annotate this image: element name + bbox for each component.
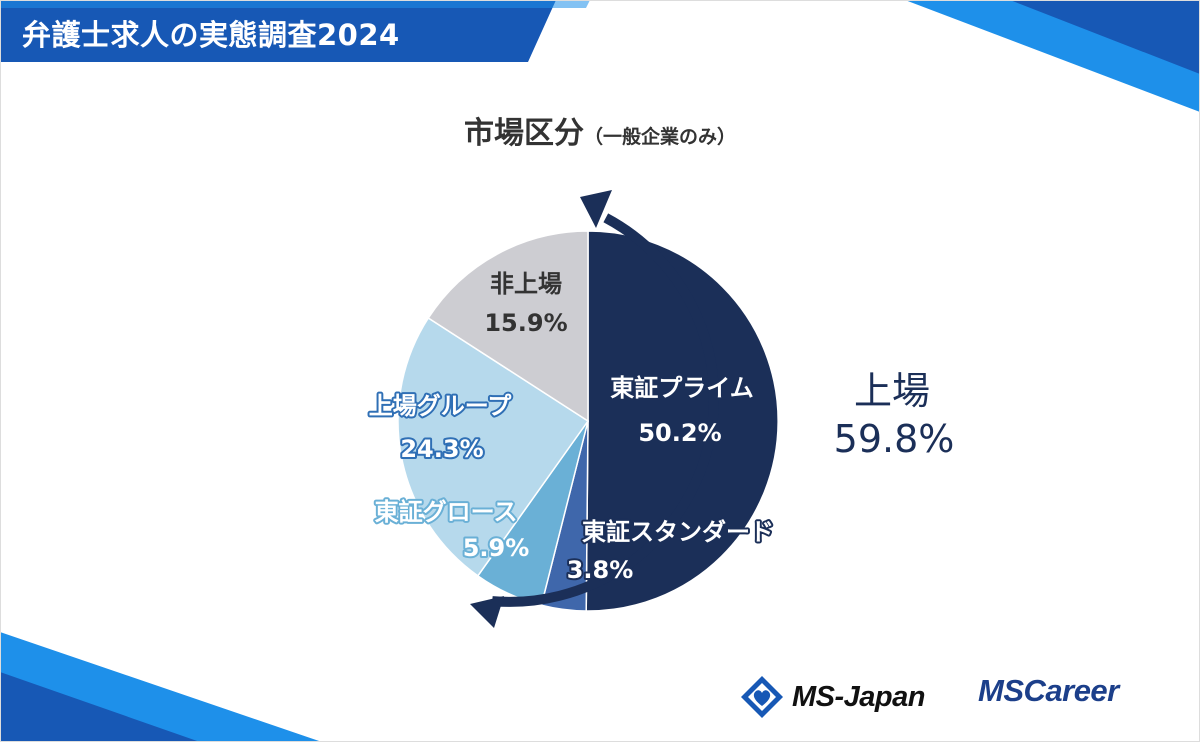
chart-title-main: 市場区分 xyxy=(463,116,584,151)
ms-career-logo-text: Career xyxy=(1023,673,1120,708)
header-title: 弁護士求人の実態調査2024 xyxy=(22,18,400,52)
pie-slice-prime xyxy=(585,230,779,612)
slice-value-prime: 50.2% xyxy=(638,419,721,447)
arrow-head-bottom-icon xyxy=(470,596,504,628)
ms-career-logo: MSCareer xyxy=(978,673,1119,709)
corner-stripe-top-right-dark xyxy=(1010,0,1200,74)
corner-stripe-bottom-left-dark xyxy=(0,672,200,742)
listed-total-value: 59.8% xyxy=(834,417,955,461)
listed-arrow-arc xyxy=(491,213,719,607)
header-band-highlight xyxy=(0,0,590,8)
pie-slices xyxy=(397,230,779,612)
slice-value-growth: 5.9% xyxy=(463,534,530,562)
listed-total-label: 上場 xyxy=(854,369,930,413)
slice-label-listed-group: 上場グループ xyxy=(369,392,513,420)
chart-title-sub: （一般企業のみ） xyxy=(583,126,736,148)
header-band xyxy=(0,0,556,62)
ms-career-logo-ms: MS xyxy=(978,673,1024,708)
pie-slice-listed-group xyxy=(397,316,590,577)
chart-title: 市場区分（一般企業のみ） xyxy=(0,108,1200,152)
ms-japan-logo: MS-Japan xyxy=(740,675,925,719)
arrow-head-top-icon xyxy=(580,190,612,228)
slice-value-unlisted: 15.9% xyxy=(484,309,567,337)
slice-label-growth: 東証グロース xyxy=(375,498,518,526)
ms-japan-logo-mark-icon xyxy=(741,676,783,718)
slice-value-standard: 3.8% xyxy=(567,556,634,584)
slice-value-listed-group: 24.3% xyxy=(400,435,483,463)
slice-label-unlisted: 非上場 xyxy=(490,270,562,298)
ms-japan-logo-text: MS-Japan xyxy=(792,680,925,713)
slice-label-standard: 東証スタンダード xyxy=(582,518,774,546)
slice-label-prime: 東証プライム xyxy=(610,374,754,402)
pie-slice-unlisted xyxy=(427,230,589,423)
pie-labels: 東証プライム 50.2% 東証スタンダード 3.8% 東証グロース 5.9% 上場グループ 2… xyxy=(367,270,776,586)
